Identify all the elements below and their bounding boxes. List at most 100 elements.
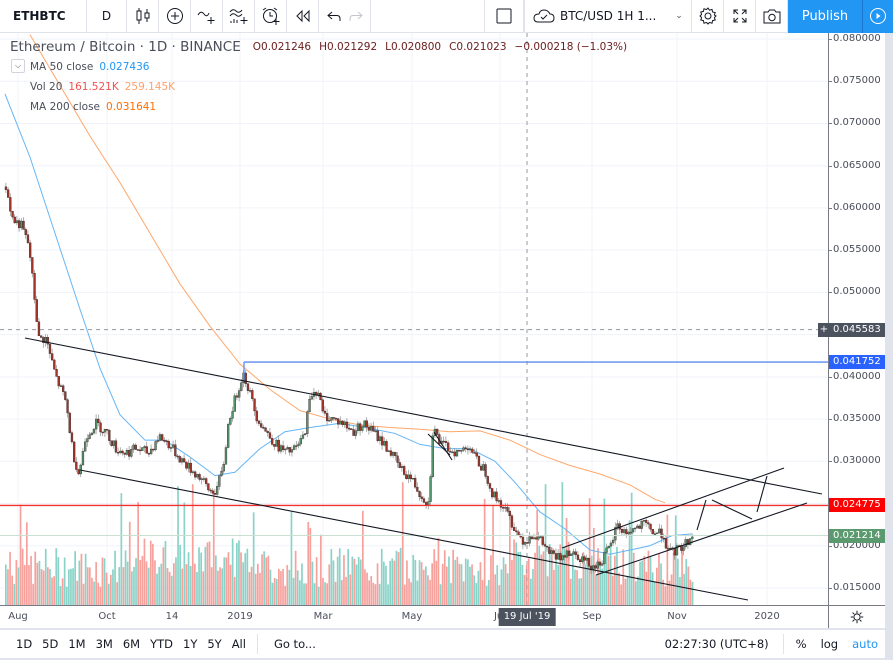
time-tick: Mar — [313, 611, 333, 622]
square-icon — [496, 8, 512, 24]
indicator-name: MA 200 close — [30, 101, 101, 113]
price-tick: 0.065000 — [829, 159, 881, 171]
range-3m[interactable]: 3M — [95, 637, 113, 651]
chevron-down-icon: ⌵ — [14, 61, 22, 70]
chart-pane[interactable]: Ethereum / Bitcoin · 1D · BINANCE O0.021… — [0, 33, 828, 605]
time-tick: Sep — [582, 611, 602, 622]
redo-icon[interactable] — [349, 10, 363, 22]
price-tick: 0.030000 — [829, 455, 881, 467]
indicator-name: Vol 20 — [30, 81, 63, 93]
chart-settings-corner[interactable] — [828, 605, 885, 628]
range-6m[interactable]: 6M — [122, 637, 141, 651]
indicators-icon — [197, 11, 214, 24]
auto-toggle[interactable]: auto — [852, 637, 878, 651]
price-tick: 0.060000 — [829, 201, 881, 213]
time-tick: Nov — [667, 611, 687, 622]
indicator-value: 161.521K — [68, 81, 119, 93]
publish-button[interactable]: Publish — [788, 0, 863, 33]
low-value: L0.020800 — [385, 41, 442, 53]
financials-button[interactable] — [223, 0, 255, 33]
replay-icon — [295, 9, 309, 23]
indicators-button[interactable] — [191, 0, 223, 33]
interval-button[interactable]: D — [87, 0, 127, 33]
replay-button[interactable] — [287, 0, 319, 33]
play-circle-icon — [870, 8, 886, 24]
bottom-toolbar: 1D 5D 1M 3M 6M YTD 1Y 5Y All Go to... 02… — [0, 630, 885, 658]
price-tick: 0.070000 — [829, 117, 881, 129]
chart-style-button[interactable] — [127, 0, 159, 33]
high-value: H0.021292 — [319, 41, 378, 53]
indicator-ma50[interactable]: MA 50 close 0.027436 — [10, 57, 627, 77]
toolbar-spacer — [371, 0, 484, 33]
last-price-label: 0.021214 — [829, 528, 886, 543]
time-tick: Aug — [8, 611, 28, 622]
price-tick: 0.015000 — [829, 581, 881, 593]
compare-button[interactable] — [159, 0, 191, 33]
snapshot-button[interactable] — [756, 0, 788, 33]
fullscreen-button[interactable] — [724, 0, 756, 33]
gear-icon — [698, 7, 717, 25]
ohlc-values: O0.021246 H0.021292 L0.020800 C0.021023 … — [253, 37, 627, 57]
symbol-title[interactable]: Ethereum / Bitcoin · 1D · BINANCE — [10, 39, 241, 55]
indicator-value: 0.031641 — [106, 101, 157, 113]
financials-icon — [229, 9, 247, 24]
price-tick: 0.055000 — [829, 244, 881, 256]
layout-save-button[interactable]: BTC/USD 1H 1... ⌄ — [524, 0, 692, 33]
gear-icon — [850, 610, 864, 624]
crosshair-date-label: 19 Jul '19 — [498, 608, 556, 626]
price-tick: 0.050000 — [829, 286, 881, 298]
range-1m[interactable]: 1M — [68, 637, 86, 651]
publish-options-button[interactable] — [863, 0, 893, 33]
time-tick: 14 — [165, 611, 179, 622]
price-axis[interactable]: 0.080000 0.075000 0.070000 0.065000 0.060000… — [828, 33, 886, 605]
time-tick: May — [401, 611, 423, 622]
candles-icon — [136, 8, 149, 24]
range-1y[interactable]: 1Y — [183, 637, 198, 651]
crosshair-add-button[interactable]: + — [818, 322, 830, 337]
goto-button[interactable]: Go to... — [256, 634, 316, 654]
red-line-price-label: 0.024775 — [829, 498, 886, 513]
symbol-search-button[interactable]: ETHBTC — [0, 0, 87, 33]
indicator-ma200[interactable]: MA 200 close 0.031641 — [10, 97, 627, 117]
time-tick: Oct — [98, 611, 116, 622]
price-tick: 0.080000 — [829, 33, 881, 44]
price-tick: 0.075000 — [829, 75, 881, 87]
camera-icon — [763, 9, 780, 23]
time-tick: 2019 — [227, 611, 253, 622]
settings-button[interactable] — [692, 0, 724, 33]
price-chart-canvas[interactable] — [0, 33, 828, 605]
percent-toggle[interactable]: % — [795, 637, 807, 651]
chart-legend: Ethereum / Bitcoin · 1D · BINANCE O0.021… — [10, 37, 627, 117]
indicator-volume[interactable]: Vol 20 161.521K 259.145K — [10, 77, 627, 97]
price-tick: 0.035000 — [829, 413, 881, 425]
time-tick: 2020 — [754, 611, 780, 622]
range-all[interactable]: All — [231, 637, 246, 651]
indicator-value: 0.027436 — [99, 61, 150, 73]
chevron-down-icon[interactable]: ⌄ — [675, 11, 683, 21]
top-toolbar: ETHBTC D BTC/USD 1H 1... — [0, 0, 893, 33]
indicator-value: 259.145K — [124, 81, 176, 93]
right-panel-strip — [885, 33, 893, 628]
crosshair-price-label: 0.045583 — [829, 322, 886, 337]
expand-icon — [733, 9, 746, 23]
undo-icon[interactable] — [326, 10, 341, 22]
range-1d[interactable]: 1D — [16, 637, 33, 651]
change-value: −0.000218 (−1.03%) — [514, 41, 628, 53]
layout-name: BTC/USD 1H 1... — [560, 9, 657, 23]
open-value: O0.021246 — [252, 41, 312, 53]
range-5d[interactable]: 5D — [42, 637, 59, 651]
time-axis[interactable]: Aug Oct 14 2019 Mar May Jul Sep Nov 2020… — [0, 605, 828, 628]
alert-button[interactable] — [255, 0, 287, 33]
price-tick: 0.040000 — [829, 370, 881, 382]
legend-collapse-button[interactable]: ⌵ — [11, 59, 25, 73]
fullscreen-layout-button[interactable] — [484, 0, 524, 33]
clock-timezone-button[interactable]: 02:27:30 (UTC+8) — [665, 634, 784, 654]
range-5y[interactable]: 5Y — [207, 637, 222, 651]
cloud-check-icon — [533, 9, 555, 23]
add-compare-icon — [166, 8, 183, 24]
log-toggle[interactable]: log — [820, 637, 839, 651]
price-tick: 0.020000 — [829, 539, 881, 551]
range-ytd[interactable]: YTD — [150, 637, 173, 651]
close-value: C0.021023 — [449, 41, 507, 53]
